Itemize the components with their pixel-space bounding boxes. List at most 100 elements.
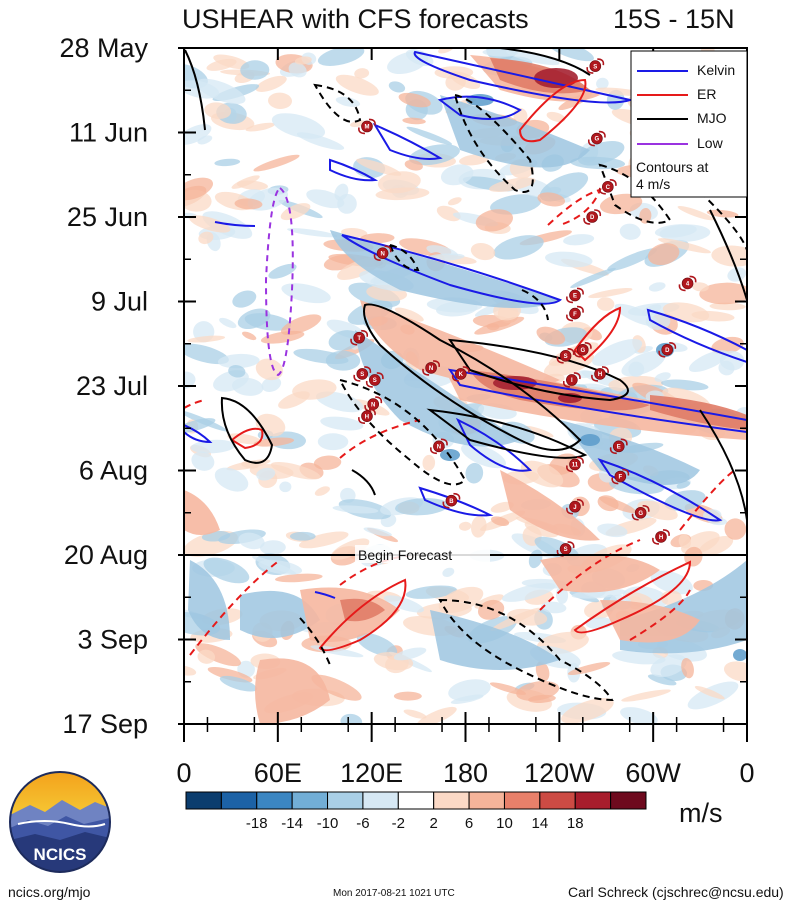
shear-speckle [450,694,484,704]
shear-speckle [187,335,226,343]
colorbar-label: 2 [430,815,438,832]
footer-url[interactable]: ncics.org/mjo [8,884,91,900]
shear-speckle [217,353,260,369]
storm-label: C [606,185,611,191]
shear-speckle [268,263,297,279]
y-tick-label: 25 Jun [67,202,148,232]
colorbar-swatch [397,791,435,810]
shear-speckle [375,187,430,201]
legend-label-kelvin: Kelvin [697,62,735,78]
storm-marker: G [631,504,650,521]
shear-speckle [214,158,241,167]
shear-speckle [599,193,643,215]
shear-speckle [709,302,746,311]
colorbar-label: -2 [392,815,405,832]
shear-speckle [474,316,525,335]
shear-speckle [288,62,307,78]
shear-speckle [711,245,747,267]
shear-speckle [547,48,594,62]
shear-speckle [639,207,652,224]
storm-label: T [357,336,361,342]
shear-speckle [535,661,550,682]
shear-speckle [393,691,422,701]
shear-speckle [541,601,567,614]
shear-speckle [280,314,322,336]
shear-speckle [279,481,292,493]
storm-marker: B [442,492,461,509]
storm-label: M [364,125,369,131]
shear-speckle [403,709,427,719]
storm-label: B [449,499,454,505]
shear-speckle [659,224,711,242]
colorbar-label: -18 [246,815,268,832]
legend-note-line2: 4 m/s [636,176,670,192]
shear-speckle [711,336,744,355]
shear-speckle [416,706,457,724]
storm-marker: G [573,341,592,358]
shear-speckle [383,595,425,613]
shear-speckle [337,193,357,214]
colorbar-swatch [327,791,364,810]
colorbar-label: -14 [281,815,303,832]
shear-speckle [406,126,453,145]
mjo-contours [184,48,747,521]
begin-forecast-label: Begin Forecast [358,547,452,563]
shear-speckle [245,122,275,132]
storm-marker: N [429,438,448,455]
shear-speckle [546,111,566,123]
storm-marker: H [591,366,609,382]
legend-label-er: ER [697,86,716,102]
shear-speckle [255,75,287,92]
colorbar-swatch [185,791,222,810]
storm-marker: F [566,305,584,322]
shear-speckle [536,326,566,345]
shear-speckle [259,540,286,555]
shear-speckle [442,567,455,577]
storm-marker: S [365,372,384,388]
shear-speckle [280,203,311,221]
colorbar-label: 10 [496,815,513,832]
shear-speckle [523,425,554,438]
y-tick-label: 3 Sep [77,625,148,655]
shear-speckle [727,267,747,282]
shear-speckle [287,228,338,238]
kelvin-contours [184,50,747,599]
shear-speckle [628,361,645,377]
chart-subtitle: 15S - 15N [613,4,735,34]
x-tick-label: 0 [739,758,754,788]
shear-speckle [490,194,542,215]
shear-speckle [260,330,305,344]
shear-speckle [298,531,349,549]
shear-speckle [597,495,619,512]
shear-speckle [658,238,711,254]
storm-label: 11 [572,463,579,469]
shear-speckle [567,661,611,675]
storm-label: E [573,294,577,300]
x-tick-label: 60E [254,758,302,788]
shear-speckle [607,248,658,272]
ncics-logo: NCICS [9,771,111,873]
shear-speckle [354,68,370,79]
storm-marker: N [364,396,383,412]
shear-speckle [197,649,216,664]
storm-marker: H [358,408,376,424]
shear-speckle [313,455,342,470]
x-axis: 0 60E 120E 180 120W 60W 0 [176,48,755,788]
shear-speckle [434,66,474,79]
storm-label: H [598,372,602,378]
colorbar-label: 14 [532,815,549,832]
shear-speckle [619,223,641,240]
shear-speckle [625,591,654,606]
shear-speckle [189,215,231,233]
shear-speckle [664,490,706,511]
shear-speckle [612,650,666,665]
storm-label: F [573,312,577,318]
y-tick-label: 17 Sep [62,709,148,739]
shear-speckle [314,486,330,496]
shear-speckle [561,697,614,724]
storm-label: S [360,372,364,378]
storm-label: N [380,251,384,257]
shear-speckle [699,282,747,305]
y-tick-label: 28 May [59,33,148,63]
